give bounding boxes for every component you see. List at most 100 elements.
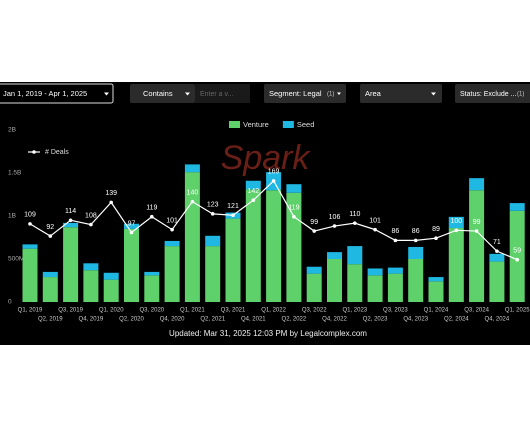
legend-dot [32, 150, 36, 154]
deals-point [353, 221, 357, 225]
x-tick-label: Q2, 2023 [363, 317, 388, 323]
x-tick-label: Q3, 2019 [58, 308, 83, 314]
x-tick-label: Q2, 2019 [38, 317, 63, 323]
bar-segment [42, 271, 58, 278]
bar-segment [387, 267, 403, 274]
legend-label: # Deals [45, 149, 69, 156]
deals-label: 89 [432, 226, 440, 233]
x-tick-label: Q2, 2020 [119, 317, 144, 323]
bar-segment [245, 180, 261, 190]
segment-text: Segment: Legal [269, 89, 322, 98]
y-tick-label: 0 [8, 299, 12, 306]
deals-point [292, 214, 296, 219]
bar-segment [144, 271, 160, 276]
x-tick-label: Q3, 2023 [383, 308, 408, 314]
deals-label: 86 [392, 228, 400, 235]
deals-label: 142 [247, 188, 259, 195]
deals-point [515, 257, 519, 262]
deals-point [495, 249, 499, 253]
deals-point [373, 227, 377, 232]
chart: 0 500M 1B 1.5B 2B Q1, 2019 Q2, 2019 Q3, 2019 Q4,… [8, 120, 530, 323]
x-tick-label: Q1, 2021 [180, 308, 205, 314]
deals-point [28, 222, 32, 226]
x-tick-label: Q4, 2024 [485, 317, 510, 323]
x-tick-label: Q3, 2021 [221, 308, 246, 314]
value-input[interactable] [195, 84, 250, 103]
area-filter[interactable] [360, 84, 442, 103]
deals-label: 71 [493, 239, 501, 246]
bar-segment [306, 273, 322, 302]
bar-segment [448, 228, 464, 302]
x-tick-label: Q3, 2024 [464, 308, 489, 314]
x-tick-label: Q1, 2024 [424, 308, 449, 314]
deals-point [312, 229, 317, 233]
bar-segment [286, 184, 302, 193]
deals-point [48, 234, 53, 238]
x-tick-label: Q1, 2023 [342, 308, 367, 314]
x-tick-label: Q4, 2023 [403, 317, 428, 323]
bar-segment [124, 223, 139, 229]
deals-label: 123 [207, 202, 219, 209]
deals-label: 108 [85, 212, 97, 219]
deals-point [150, 214, 154, 219]
deals-label: 139 [105, 190, 117, 197]
deals-point [170, 227, 174, 232]
segment-count: (1) [327, 92, 334, 98]
x-tick-label: Q3, 2022 [302, 308, 327, 314]
x-tick-label: Q1, 2022 [261, 308, 286, 314]
bar-segment [489, 253, 505, 262]
y-tick-label: 500M [8, 256, 24, 263]
deals-point [68, 218, 73, 223]
deals-point [454, 228, 459, 233]
x-tick-label: Q2, 2021 [200, 317, 225, 323]
deals-point [129, 230, 134, 235]
bar-segment [22, 244, 38, 249]
deals-label: 101 [166, 217, 178, 224]
match-text: Contains [143, 89, 173, 98]
x-tick-label: Q2, 2022 [282, 317, 307, 323]
y-tick-label: 1.5B [8, 170, 21, 177]
bar-segment [124, 228, 139, 302]
legend-label: Venture [243, 120, 269, 129]
deals-point [332, 224, 337, 228]
bar-segment [387, 273, 403, 302]
dropdown-arrow [185, 92, 190, 96]
bar-segment [327, 259, 342, 302]
deals-point [190, 199, 195, 204]
date-filter[interactable] [0, 83, 114, 104]
x-tick-label: Q1, 2025 [505, 308, 530, 314]
deals-label: 114 [65, 208, 76, 215]
deals-point [393, 238, 398, 243]
segment-filter[interactable] [264, 84, 346, 103]
date-text: Jan 1, 2019 - Apr 1, 2025 [3, 89, 87, 98]
status-count: (1) [517, 92, 524, 98]
bar-segment [103, 272, 119, 280]
bar-segment [266, 190, 282, 302]
footer: Updated: Mar 31, 2025 12:03 PM by Legalc… [169, 329, 367, 338]
x-tick-label: Q4, 2021 [241, 317, 266, 323]
deals-label: 110 [349, 211, 360, 218]
deals-point [210, 212, 215, 216]
deals-point [434, 236, 438, 241]
bar-segment [428, 281, 444, 302]
status-filter[interactable] [455, 84, 530, 103]
deals-label: 99 [473, 219, 481, 226]
deals-label: 169 [268, 169, 280, 176]
dropdown-arrow [337, 92, 341, 95]
bar-segment [63, 222, 79, 228]
deals-label: 101 [369, 217, 381, 224]
deals-label: 100 [450, 218, 462, 225]
deals-label: 59 [513, 248, 521, 255]
match-filter[interactable] [130, 84, 195, 103]
dropdown-arrow [431, 92, 436, 96]
deals-point [89, 222, 93, 227]
input-placeholder: Enter a v... [200, 91, 233, 98]
bar-segment [63, 227, 79, 302]
deals-label: 119 [288, 205, 299, 212]
x-tick-label: Q4, 2022 [322, 317, 347, 323]
bar-segment [469, 178, 485, 191]
x-tick-label: Q3, 2020 [139, 308, 164, 314]
x-tick-label: Q4, 2020 [160, 317, 185, 323]
